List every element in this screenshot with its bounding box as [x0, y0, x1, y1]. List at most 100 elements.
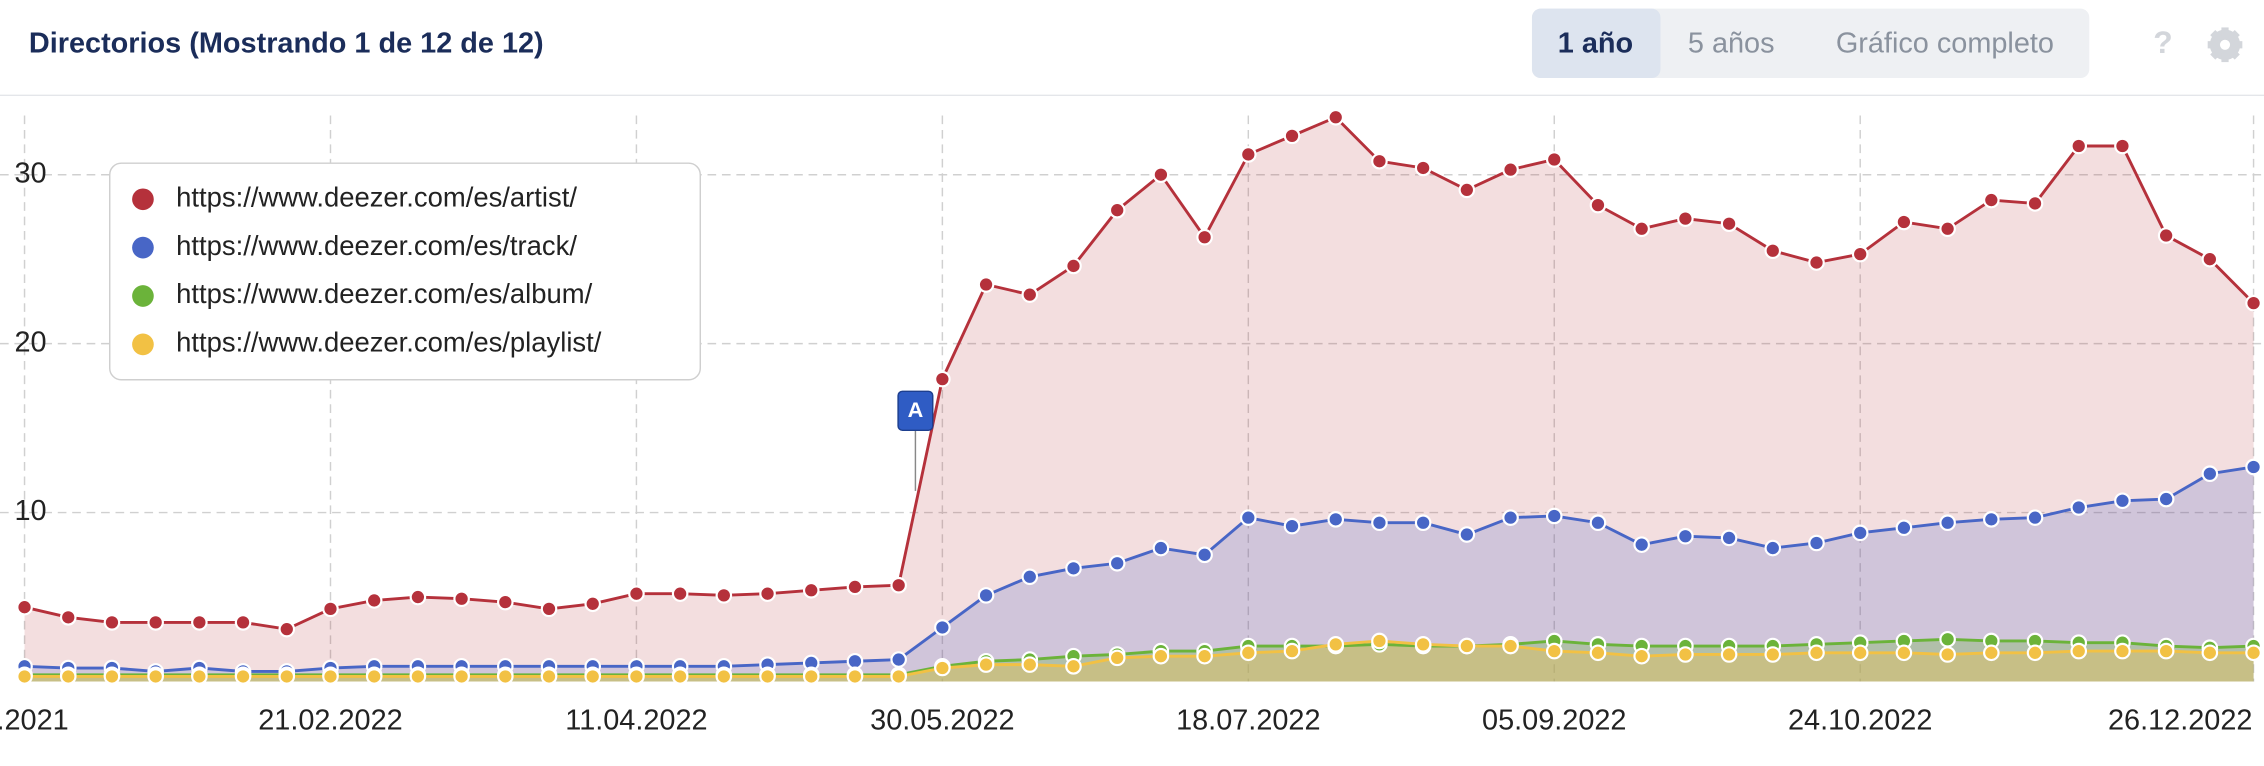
data-point	[1152, 539, 1170, 557]
data-point	[1327, 636, 1345, 653]
legend-box	[109, 162, 702, 381]
data-point	[2114, 492, 2131, 510]
data-point	[1720, 529, 1738, 547]
data-point	[1720, 215, 1738, 233]
data-point	[1502, 637, 1519, 655]
data-point	[1240, 146, 1257, 163]
x-tick-label: 26.12.2022	[2108, 705, 2252, 737]
data-point	[1633, 220, 1650, 238]
data-point	[1327, 511, 1345, 528]
data-point	[1764, 242, 1782, 260]
data-point	[1677, 210, 1694, 227]
data-point	[1283, 517, 1301, 535]
data-point	[2245, 458, 2262, 476]
data-point	[1677, 646, 1694, 663]
data-point	[2157, 490, 2175, 508]
data-point	[59, 668, 77, 685]
data-point	[628, 668, 645, 685]
x-tick-label: 18.07.2022	[1176, 705, 1320, 737]
data-point	[2026, 195, 2044, 212]
data-point	[1502, 509, 1519, 526]
tab-group	[1531, 8, 2090, 78]
data-point	[1283, 127, 1301, 145]
x-tick-label: 24.10.2022	[1788, 705, 1932, 737]
help-icon[interactable]: ?	[2153, 24, 2172, 60]
data-point	[1677, 527, 1694, 545]
data-point	[1983, 511, 2000, 528]
data-point	[977, 276, 995, 293]
data-point	[409, 588, 427, 606]
data-point	[1108, 554, 1126, 572]
data-point	[2070, 137, 2088, 155]
data-point	[1895, 519, 1913, 537]
data-point	[1021, 568, 1039, 586]
data-point	[453, 668, 470, 685]
data-point	[584, 668, 602, 685]
data-point	[1633, 536, 1650, 553]
data-point	[1414, 159, 1432, 177]
series-line	[24, 637, 2254, 677]
tab[interactable]: 1 año	[1558, 27, 1633, 59]
data-point	[2114, 137, 2131, 155]
data-point	[1021, 656, 1039, 673]
data-point	[1108, 201, 1126, 219]
data-point	[2201, 644, 2219, 662]
data-point	[1808, 254, 1825, 271]
data-point	[1371, 632, 1388, 650]
data-point	[1327, 108, 1345, 126]
legend-marker	[132, 285, 154, 307]
data-point	[2157, 642, 2175, 660]
data-point	[1196, 546, 1213, 564]
data-point	[147, 668, 164, 685]
settings-icon[interactable]	[2207, 27, 2243, 63]
data-point	[497, 668, 514, 685]
data-point	[2201, 250, 2219, 268]
data-point	[1065, 658, 1082, 675]
series-area	[24, 639, 2254, 682]
x-tick-label: 2.2021	[0, 705, 69, 737]
data-point	[2026, 509, 2044, 526]
data-point	[234, 668, 252, 685]
data-point	[409, 668, 427, 685]
data-point	[1589, 644, 1607, 662]
data-point	[497, 593, 514, 611]
data-point	[16, 598, 33, 616]
data-point	[1458, 181, 1476, 199]
data-point	[1939, 646, 1956, 663]
tab[interactable]: Gráfico completo	[1836, 27, 2054, 59]
data-point	[846, 668, 864, 685]
data-point	[1589, 514, 1607, 532]
data-point	[1065, 560, 1082, 577]
data-point	[890, 668, 907, 685]
data-point	[1021, 286, 1039, 303]
series-line	[24, 639, 2254, 678]
data-point	[2070, 499, 2088, 516]
data-point	[191, 668, 208, 685]
data-point	[1196, 228, 1213, 246]
tab-selected-bg	[1531, 8, 1661, 78]
data-point	[2245, 294, 2262, 312]
data-point	[890, 576, 907, 594]
data-point	[1589, 196, 1607, 214]
data-point	[1939, 220, 1956, 238]
data-point	[1545, 151, 1563, 168]
tab[interactable]: 5 años	[1688, 27, 1775, 59]
legend-marker	[132, 188, 154, 211]
data-point	[2157, 227, 2175, 244]
x-tick-label: 11.04.2022	[565, 705, 707, 737]
series-area	[24, 640, 2254, 682]
data-point	[715, 668, 733, 685]
x-tick-label: 21.02.2022	[258, 705, 402, 737]
data-point	[1240, 644, 1257, 662]
data-point	[147, 614, 164, 631]
data-point	[2201, 465, 2219, 483]
data-point	[1983, 644, 2000, 662]
data-point	[234, 614, 252, 631]
legend-label: https://www.deezer.com/es/artist/	[176, 182, 577, 213]
data-point	[1764, 539, 1782, 557]
plot-area: 10 20 30 2.2021 21.02.2022 11.04.2022 30.05.20…	[0, 108, 2264, 737]
data-point	[103, 614, 121, 631]
data-point	[584, 595, 602, 613]
data-point	[322, 600, 339, 618]
